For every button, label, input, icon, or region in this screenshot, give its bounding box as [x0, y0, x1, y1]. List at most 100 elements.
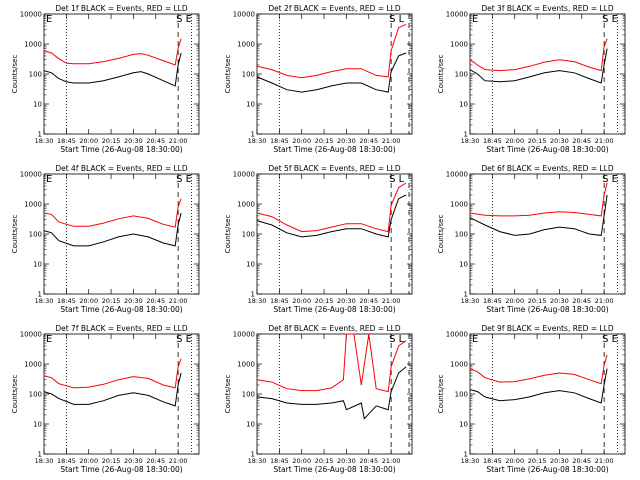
x-tick-label: 20:30 [337, 137, 356, 145]
x-tick-label: 20:45 [146, 457, 165, 465]
y-tick-label: 100 [29, 71, 42, 79]
x-tick-label: 21:00 [595, 297, 614, 305]
x-tick-label: 20:15 [315, 297, 334, 305]
lld-series-red [469, 38, 608, 72]
y-tick-label: 10000 [20, 171, 42, 179]
plot-frame [469, 13, 626, 135]
panel-8: Det 8f BLACK = Events, RED = LLD 1 10 100 10… [224, 324, 413, 474]
panel-title: Det 9f BLACK = Events, RED = LLD [481, 324, 614, 333]
x-axis-label: Start Time (26-Aug-08 18:30:00) [60, 145, 182, 154]
marker-letter: E [472, 334, 478, 345]
x-tick-label: 18:30 [35, 297, 54, 305]
events-series-black [256, 52, 407, 93]
marker-letter: E [46, 174, 52, 185]
y-tick-label: 100 [29, 231, 42, 239]
x-tick-label: 18:45 [270, 137, 289, 145]
x-tick-label: 18:45 [483, 137, 502, 145]
x-tick-label: 20:45 [359, 297, 378, 305]
y-tick-label: 10 [459, 421, 468, 429]
x-tick-label: 20:15 [102, 137, 121, 145]
x-tick-label: 18:30 [248, 297, 267, 305]
x-tick-label: 18:30 [248, 457, 267, 465]
x-tick-label: 20:15 [315, 137, 334, 145]
y-tick-label: 10 [33, 261, 42, 269]
x-tick-label: 20:30 [124, 137, 143, 145]
events-series-black [469, 368, 608, 404]
y-tick-label: 10 [33, 421, 42, 429]
y-tick-label: 1000 [237, 201, 255, 209]
x-tick-label: 20:45 [572, 457, 591, 465]
marker-letter: E [472, 14, 478, 25]
x-axis-label: Start Time (26-Aug-08 18:30:00) [273, 305, 395, 314]
events-series-black [43, 212, 182, 247]
marker-letters: S E [176, 334, 192, 345]
y-tick-label: 1000 [24, 41, 42, 49]
panel-title: Det 3f BLACK = Events, RED = LLD [481, 4, 614, 13]
x-tick-label: 21:00 [169, 457, 188, 465]
y-tick-label: 1000 [237, 41, 255, 49]
lld-series-red [43, 358, 182, 389]
plot-frame [256, 333, 413, 455]
y-tick-label: 1 [38, 451, 42, 459]
y-axis-label: Counts/sec [224, 375, 232, 414]
plot-frame [43, 173, 200, 295]
panel-5: Det 5f BLACK = Events, RED = LLD 1 10 100 10… [224, 164, 413, 314]
x-tick-label: 20:30 [124, 297, 143, 305]
lld-series-red [256, 333, 407, 393]
events-series-black [469, 48, 608, 84]
y-tick-label: 10000 [20, 11, 42, 19]
y-tick-label: 10 [246, 421, 255, 429]
y-axis-label: Counts/sec [11, 215, 19, 254]
x-axis-label: Start Time (26-Aug-08 18:30:00) [486, 465, 608, 474]
panel-title: Det 2f BLACK = Events, RED = LLD [268, 4, 401, 13]
y-tick-label: 10000 [446, 171, 468, 179]
y-tick-label: 100 [455, 71, 468, 79]
x-tick-label: 20:30 [337, 297, 356, 305]
events-series-black [43, 372, 182, 407]
marker-letter: E [46, 334, 52, 345]
x-tick-label: 18:30 [461, 137, 480, 145]
marker-letters: S L [389, 14, 405, 25]
plot-frame [469, 333, 626, 455]
y-tick-label: 100 [242, 231, 255, 239]
marker-letters: S E [602, 334, 618, 345]
y-axis-label: Counts/sec [224, 215, 232, 254]
y-tick-label: 100 [242, 71, 255, 79]
x-tick-label: 20:00 [79, 457, 98, 465]
y-tick-label: 1 [464, 451, 468, 459]
x-axis-label: Start Time (26-Aug-08 18:30:00) [273, 145, 395, 154]
panel-title: Det 4f BLACK = Events, RED = LLD [55, 164, 188, 173]
y-tick-label: 10000 [233, 331, 255, 339]
panel-7: Det 7f BLACK = Events, RED = LLD 1 10 100 10… [11, 324, 200, 474]
x-tick-label: 18:45 [57, 137, 76, 145]
x-tick-label: 20:00 [292, 457, 311, 465]
marker-letters: S L [389, 174, 405, 185]
x-tick-label: 18:45 [57, 297, 76, 305]
x-tick-label: 20:45 [146, 297, 165, 305]
x-tick-label: 20:15 [528, 137, 547, 145]
x-tick-label: 20:00 [505, 457, 524, 465]
lld-series-red [43, 38, 182, 66]
panel-title: Det 7f BLACK = Events, RED = LLD [55, 324, 188, 333]
marker-letters: S L [389, 334, 405, 345]
x-tick-label: 20:00 [292, 297, 311, 305]
x-axis-label: Start Time (26-Aug-08 18:30:00) [486, 145, 608, 154]
lld-series-red [256, 23, 407, 79]
x-axis-label: Start Time (26-Aug-08 18:30:00) [60, 305, 182, 314]
y-tick-label: 1000 [24, 201, 42, 209]
y-tick-label: 1000 [450, 361, 468, 369]
marker-letter: E [46, 14, 52, 25]
x-tick-label: 18:30 [461, 457, 480, 465]
lld-series-red [43, 198, 182, 228]
events-series-black [469, 194, 608, 236]
x-tick-label: 18:45 [483, 297, 502, 305]
x-tick-label: 18:30 [35, 137, 54, 145]
y-tick-label: 1 [251, 291, 255, 299]
lld-series-red [469, 354, 608, 385]
y-tick-label: 10000 [446, 331, 468, 339]
x-tick-label: 20:00 [292, 137, 311, 145]
plot-frame [43, 13, 200, 135]
y-tick-label: 10 [459, 261, 468, 269]
x-axis-label: Start Time (26-Aug-08 18:30:00) [60, 465, 182, 474]
x-tick-label: 20:30 [550, 137, 569, 145]
